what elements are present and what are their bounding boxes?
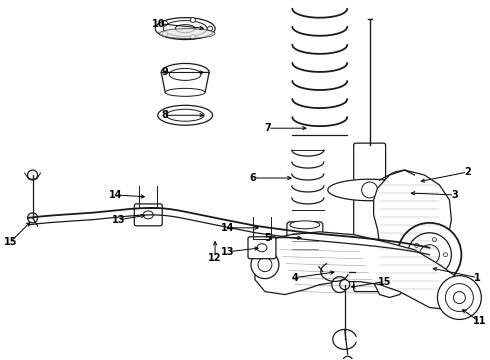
Circle shape xyxy=(163,31,168,36)
Ellipse shape xyxy=(290,261,320,269)
FancyBboxPatch shape xyxy=(354,143,386,292)
Polygon shape xyxy=(255,232,467,310)
Circle shape xyxy=(362,182,378,198)
Circle shape xyxy=(191,18,196,23)
Ellipse shape xyxy=(163,21,207,37)
Text: 5: 5 xyxy=(265,233,271,243)
Circle shape xyxy=(415,243,418,247)
Circle shape xyxy=(432,238,437,242)
Circle shape xyxy=(438,276,481,319)
Text: 11: 11 xyxy=(472,316,486,327)
Circle shape xyxy=(191,35,196,40)
Text: 15: 15 xyxy=(4,237,18,247)
Circle shape xyxy=(208,26,213,31)
Ellipse shape xyxy=(143,211,153,219)
Circle shape xyxy=(415,262,418,266)
Text: 4: 4 xyxy=(292,273,298,283)
Ellipse shape xyxy=(165,88,205,96)
Circle shape xyxy=(27,213,38,223)
Circle shape xyxy=(258,258,272,272)
Ellipse shape xyxy=(290,221,320,229)
Text: 1: 1 xyxy=(474,273,481,283)
Text: 6: 6 xyxy=(249,173,256,183)
Circle shape xyxy=(343,356,353,360)
Circle shape xyxy=(340,280,350,289)
Ellipse shape xyxy=(257,244,267,252)
Circle shape xyxy=(163,21,168,26)
Text: 3: 3 xyxy=(451,190,458,200)
Circle shape xyxy=(397,223,462,287)
Circle shape xyxy=(408,233,451,276)
Circle shape xyxy=(332,276,348,293)
Circle shape xyxy=(432,268,437,272)
Text: 15: 15 xyxy=(378,276,392,287)
Polygon shape xyxy=(371,170,451,298)
Ellipse shape xyxy=(161,63,209,81)
FancyBboxPatch shape xyxy=(248,237,276,259)
Circle shape xyxy=(443,253,447,257)
Text: 13: 13 xyxy=(112,215,125,225)
FancyBboxPatch shape xyxy=(134,204,162,226)
Ellipse shape xyxy=(169,68,201,80)
Text: 14: 14 xyxy=(109,190,122,200)
Text: 14: 14 xyxy=(221,223,235,233)
FancyBboxPatch shape xyxy=(287,222,323,268)
Circle shape xyxy=(445,284,473,311)
Text: 2: 2 xyxy=(464,167,471,177)
Ellipse shape xyxy=(158,105,213,125)
Circle shape xyxy=(251,251,279,279)
Polygon shape xyxy=(161,72,209,92)
Text: 9: 9 xyxy=(162,67,169,77)
Text: 7: 7 xyxy=(265,123,271,133)
Ellipse shape xyxy=(166,109,204,121)
Text: 10: 10 xyxy=(151,19,165,28)
Ellipse shape xyxy=(159,28,215,39)
Circle shape xyxy=(27,170,38,180)
Ellipse shape xyxy=(175,24,195,32)
Circle shape xyxy=(453,292,465,303)
Polygon shape xyxy=(328,179,412,201)
Ellipse shape xyxy=(155,18,215,40)
Text: 8: 8 xyxy=(162,110,169,120)
Text: 13: 13 xyxy=(221,247,235,257)
Circle shape xyxy=(419,245,440,265)
Text: 12: 12 xyxy=(208,253,222,263)
